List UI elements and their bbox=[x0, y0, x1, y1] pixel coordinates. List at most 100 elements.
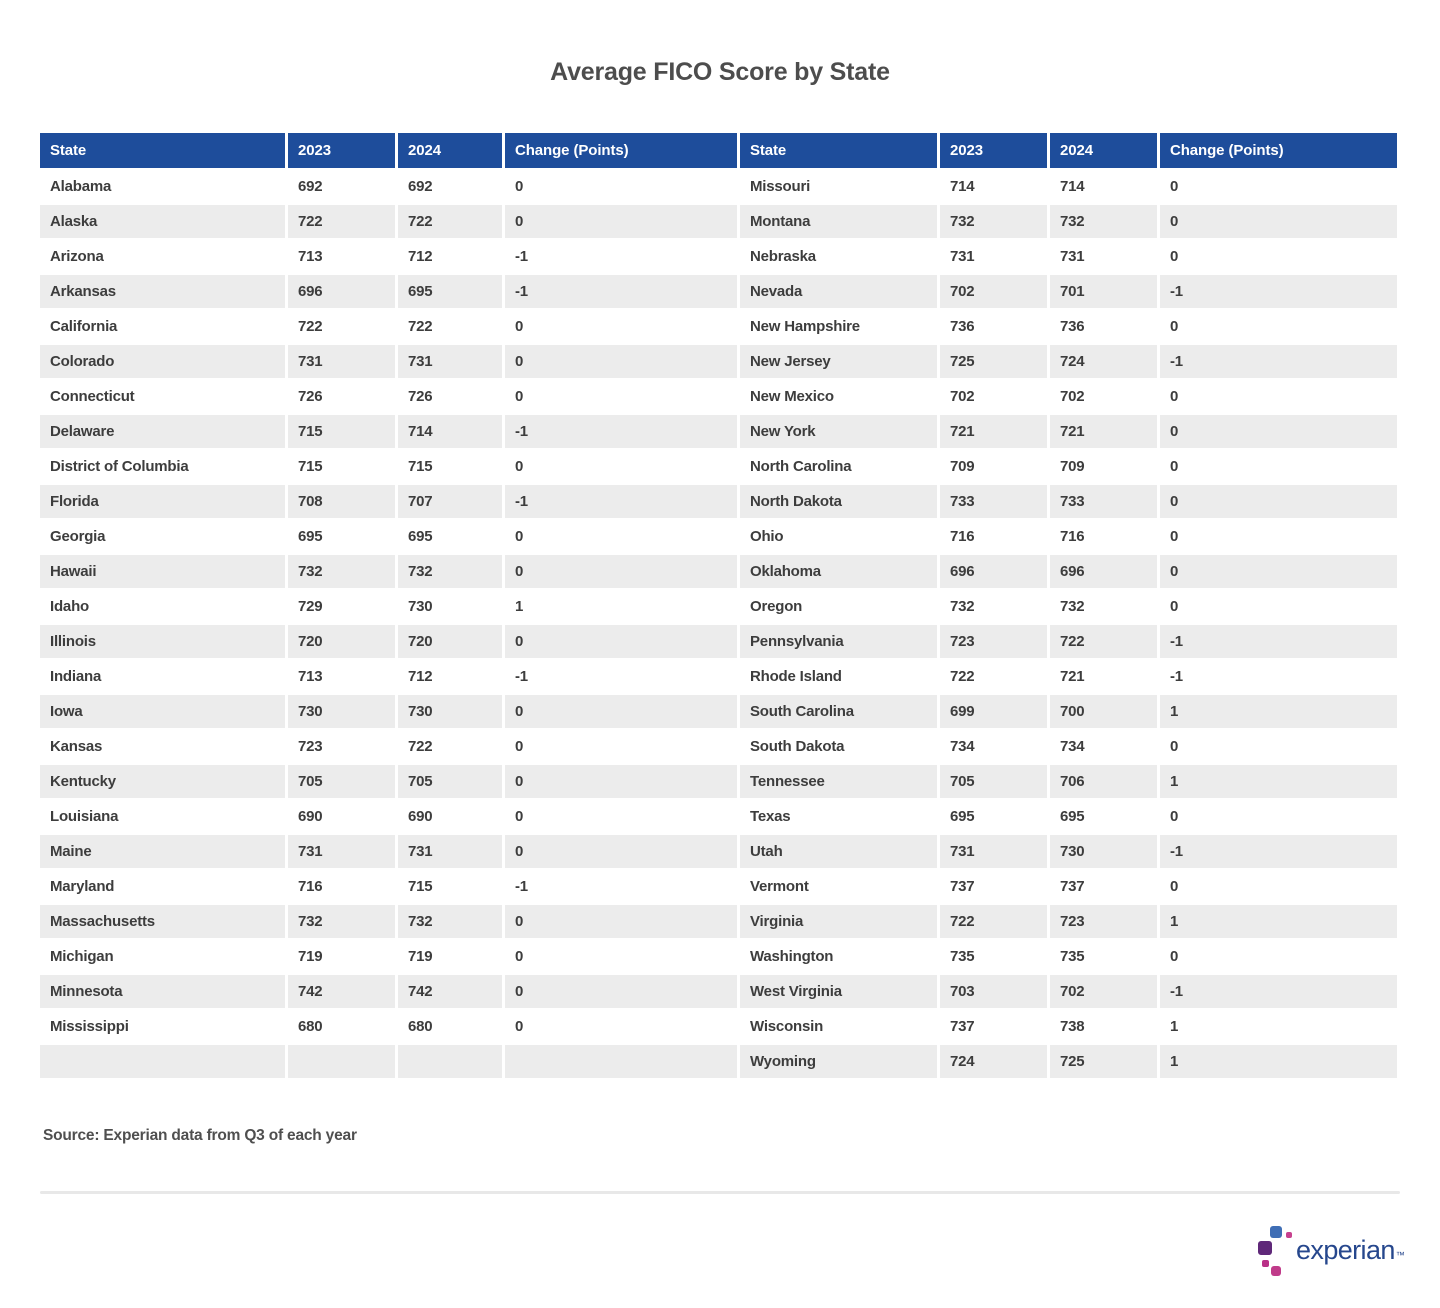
change-cell: 0 bbox=[505, 940, 740, 975]
column-header-state: State bbox=[40, 133, 288, 170]
score-2023-cell: 725 bbox=[940, 345, 1050, 380]
score-2024-cell: 722 bbox=[398, 205, 505, 240]
score-2024-cell: 722 bbox=[1050, 625, 1160, 660]
state-cell: Wyoming bbox=[740, 1045, 940, 1080]
change-cell: 0 bbox=[505, 975, 740, 1010]
score-2024-cell: 735 bbox=[1050, 940, 1160, 975]
state-cell: Arkansas bbox=[40, 275, 288, 310]
table-header: State 2023 2024 Change (Points) State 2023 202… bbox=[40, 133, 1397, 170]
score-2023-cell: 714 bbox=[940, 170, 1050, 205]
score-2024-cell: 714 bbox=[398, 415, 505, 450]
experian-logo-mark-icon bbox=[1258, 1223, 1294, 1277]
score-2024-cell: 733 bbox=[1050, 485, 1160, 520]
score-2024-cell: 707 bbox=[398, 485, 505, 520]
score-2024-cell: 695 bbox=[398, 520, 505, 555]
state-cell: Maine bbox=[40, 835, 288, 870]
score-2024-cell: 732 bbox=[1050, 205, 1160, 240]
score-2023-cell: 732 bbox=[940, 590, 1050, 625]
state-cell: North Carolina bbox=[740, 450, 940, 485]
score-2023-cell: 702 bbox=[940, 275, 1050, 310]
score-2023-cell: 731 bbox=[940, 240, 1050, 275]
score-2023-cell: 690 bbox=[288, 800, 398, 835]
score-2024-cell: 714 bbox=[1050, 170, 1160, 205]
state-cell: Oklahoma bbox=[740, 555, 940, 590]
column-header-change: Change (Points) bbox=[1160, 133, 1397, 170]
state-cell: Connecticut bbox=[40, 380, 288, 415]
score-2023-cell: 715 bbox=[288, 415, 398, 450]
change-cell: 0 bbox=[505, 555, 740, 590]
table-row: California 722 722 0 New Hampshire 736 736 0 bbox=[40, 310, 1397, 345]
column-header-state: State bbox=[740, 133, 940, 170]
score-2024-cell: 716 bbox=[1050, 520, 1160, 555]
score-2023-cell: 722 bbox=[288, 310, 398, 345]
score-2023-cell: 731 bbox=[288, 345, 398, 380]
score-2024-cell: 722 bbox=[398, 310, 505, 345]
table-row: Massachusetts 732 732 0 Virginia 722 723 1 bbox=[40, 905, 1397, 940]
score-2023-cell: 705 bbox=[940, 765, 1050, 800]
change-cell: 1 bbox=[1160, 905, 1397, 940]
table-row: Maine 731 731 0 Utah 731 730 -1 bbox=[40, 835, 1397, 870]
change-cell: 0 bbox=[505, 765, 740, 800]
score-2024-cell: 730 bbox=[398, 695, 505, 730]
empty-cell bbox=[505, 1045, 740, 1080]
state-cell: Delaware bbox=[40, 415, 288, 450]
change-cell: 0 bbox=[1160, 170, 1397, 205]
change-cell: 0 bbox=[505, 170, 740, 205]
score-2023-cell: 726 bbox=[288, 380, 398, 415]
score-2024-cell: 680 bbox=[398, 1010, 505, 1045]
score-2023-cell: 692 bbox=[288, 170, 398, 205]
state-cell: New York bbox=[740, 415, 940, 450]
experian-wordmark: experian bbox=[1296, 1235, 1395, 1265]
table-row: Indiana 713 712 -1 Rhode Island 722 721 -1 bbox=[40, 660, 1397, 695]
logo-square-blue-icon bbox=[1270, 1226, 1282, 1238]
change-cell: 0 bbox=[1160, 240, 1397, 275]
change-cell: 1 bbox=[1160, 765, 1397, 800]
state-cell: West Virginia bbox=[740, 975, 940, 1010]
trademark-symbol: ™ bbox=[1395, 1250, 1405, 1260]
change-cell: 1 bbox=[1160, 695, 1397, 730]
table-row: Idaho 729 730 1 Oregon 732 732 0 bbox=[40, 590, 1397, 625]
score-2023-cell: 722 bbox=[940, 660, 1050, 695]
score-2024-cell: 736 bbox=[1050, 310, 1160, 345]
change-cell: 1 bbox=[505, 590, 740, 625]
logo-square-pink-small-icon bbox=[1286, 1232, 1292, 1238]
score-2023-cell: 695 bbox=[288, 520, 398, 555]
state-cell: Arizona bbox=[40, 240, 288, 275]
logo-square-purple-icon bbox=[1258, 1241, 1272, 1255]
state-cell: Rhode Island bbox=[740, 660, 940, 695]
score-2024-cell: 712 bbox=[398, 240, 505, 275]
table-row: Colorado 731 731 0 New Jersey 725 724 -1 bbox=[40, 345, 1397, 380]
change-cell: 0 bbox=[1160, 205, 1397, 240]
score-2024-cell: 731 bbox=[398, 835, 505, 870]
score-2023-cell: 713 bbox=[288, 240, 398, 275]
change-cell: 0 bbox=[1160, 800, 1397, 835]
column-header-2023: 2023 bbox=[940, 133, 1050, 170]
score-2024-cell: 721 bbox=[1050, 660, 1160, 695]
state-cell: California bbox=[40, 310, 288, 345]
change-cell: -1 bbox=[1160, 625, 1397, 660]
table-row: Iowa 730 730 0 South Carolina 699 700 1 bbox=[40, 695, 1397, 730]
score-2023-cell: 732 bbox=[288, 905, 398, 940]
score-2023-cell: 729 bbox=[288, 590, 398, 625]
page-title: Average FICO Score by State bbox=[550, 58, 890, 86]
change-cell: -1 bbox=[1160, 835, 1397, 870]
score-2023-cell: 737 bbox=[940, 870, 1050, 905]
state-cell: Nebraska bbox=[740, 240, 940, 275]
score-2023-cell: 723 bbox=[288, 730, 398, 765]
state-cell: Kentucky bbox=[40, 765, 288, 800]
change-cell: 0 bbox=[505, 695, 740, 730]
change-cell: -1 bbox=[505, 660, 740, 695]
change-cell: 0 bbox=[505, 730, 740, 765]
table-row: Mississippi 680 680 0 Wisconsin 737 738 1 bbox=[40, 1010, 1397, 1045]
logo-square-pink-icon bbox=[1262, 1260, 1269, 1267]
score-2024-cell: 734 bbox=[1050, 730, 1160, 765]
score-2024-cell: 695 bbox=[1050, 800, 1160, 835]
score-2023-cell: 703 bbox=[940, 975, 1050, 1010]
change-cell: 1 bbox=[1160, 1045, 1397, 1080]
state-cell: Hawaii bbox=[40, 555, 288, 590]
change-cell: -1 bbox=[1160, 345, 1397, 380]
score-2024-cell: 722 bbox=[398, 730, 505, 765]
column-header-2024: 2024 bbox=[398, 133, 505, 170]
source-note: Source: Experian data from Q3 of each ye… bbox=[43, 1127, 357, 1144]
score-2023-cell: 695 bbox=[940, 800, 1050, 835]
